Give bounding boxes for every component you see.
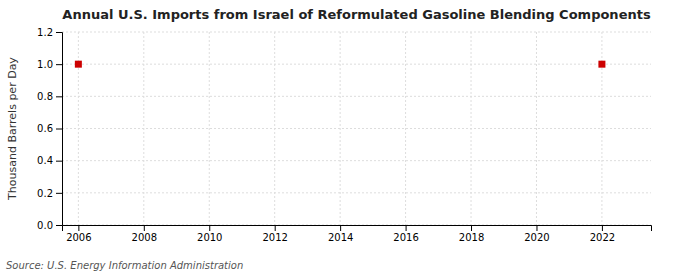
grid-line: [62, 192, 651, 193]
x-tick: 2022: [590, 225, 615, 243]
grid-line: [62, 32, 651, 33]
points: [75, 61, 606, 68]
y-tick: 0.2: [37, 188, 62, 199]
y-tick: 1.0: [37, 59, 62, 70]
grid-line: [62, 96, 651, 97]
x-tick-mark: [602, 225, 603, 231]
grid-line: [536, 32, 537, 225]
source-note: Source: U.S. Energy Information Administ…: [6, 260, 243, 271]
y-tick-mark: [56, 161, 62, 162]
y-tick-mark: [56, 32, 62, 33]
y-tick: 0.6: [37, 123, 62, 134]
x-tick: 2006: [66, 225, 91, 243]
x-tick-label: 2020: [524, 232, 549, 243]
grid-line: [209, 32, 210, 225]
grid-line: [62, 160, 651, 161]
x-tick-mark: [78, 225, 79, 231]
y-tick-mark: [56, 193, 62, 194]
grid: [62, 32, 651, 225]
x-tick-label: 2014: [328, 232, 353, 243]
x-tick: 2010: [197, 225, 222, 243]
y-tick-mark: [56, 96, 62, 97]
x-tick-mark: [144, 225, 145, 231]
x-tick-mark: [209, 225, 210, 231]
x-tick-mark: [275, 225, 276, 231]
y-tick: 0.4: [37, 155, 62, 166]
x-tick: 2016: [393, 225, 418, 243]
y-axis-title: Thousand Barrels per Day: [6, 57, 19, 201]
x-axis-line: [63, 226, 652, 232]
x-tick-mark: [471, 225, 472, 231]
y-tick-label: 0.0: [37, 220, 53, 231]
x-tick-label: 2012: [262, 232, 287, 243]
x-tick-label: 2016: [393, 232, 418, 243]
x-tick: 2014: [328, 225, 353, 243]
y-tick: 0.8: [37, 91, 62, 102]
x-tick-label: 2008: [132, 232, 157, 243]
grid-line: [274, 32, 275, 225]
y-tick-label: 1.2: [37, 27, 53, 38]
grid-line: [143, 32, 144, 225]
y-tick-mark: [56, 225, 62, 226]
y-tick-label: 0.6: [37, 123, 53, 134]
x-tick-mark: [340, 225, 341, 231]
y-tick-mark: [56, 64, 62, 65]
x-tick-label: 2022: [590, 232, 615, 243]
point: [598, 61, 605, 68]
x-tick: 2008: [132, 225, 157, 243]
x-axis: 2006 2008 2010 2012 2014 2016 2018 2020 2022: [63, 225, 652, 243]
y-tick-label: 0.2: [37, 188, 53, 199]
y-axis: 0.0 0.2 0.4 0.6 0.8 1.0 1.2: [37, 27, 62, 231]
grid-line: [405, 32, 406, 225]
x-tick-mark: [406, 225, 407, 231]
x-tick-mark: [536, 225, 537, 231]
y-tick: 0.0: [37, 220, 62, 231]
grid-line: [62, 128, 651, 129]
y-tick-label: 0.4: [37, 155, 53, 166]
y-tick-label: 1.0: [37, 59, 53, 70]
y-axis-line: [56, 33, 63, 226]
x-tick-label: 2010: [197, 232, 222, 243]
y-tick: 1.2: [37, 27, 62, 38]
x-tick-label: 2006: [66, 232, 91, 243]
x-tick-label: 2018: [459, 232, 484, 243]
point: [75, 61, 82, 68]
chart: 2006200820102012201420162018202020220.00…: [0, 0, 675, 275]
y-tick-mark: [56, 129, 62, 130]
x-tick: 2012: [262, 225, 287, 243]
y-tick-label: 0.8: [37, 91, 53, 102]
plot: 2006200820102012201420162018202020220.00…: [37, 27, 651, 243]
title: Annual U.S. Imports from Israel of Refor…: [62, 7, 651, 22]
grid-line: [471, 32, 472, 225]
grid-line: [62, 64, 651, 65]
x-tick: 2018: [459, 225, 484, 243]
grid-line: [340, 32, 341, 225]
x-tick: 2020: [524, 225, 549, 243]
